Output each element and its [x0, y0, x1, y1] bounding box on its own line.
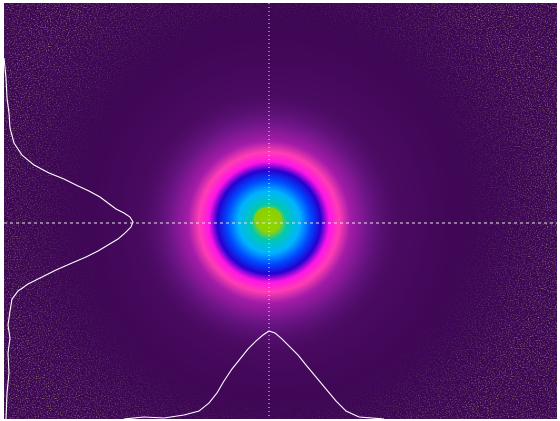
vertical-profile-curve: [4, 57, 134, 419]
beam-image: [4, 3, 557, 419]
beam-image-frame: [4, 3, 557, 419]
horizontal-profile-curve: [123, 330, 385, 419]
beam-core: [254, 207, 282, 231]
